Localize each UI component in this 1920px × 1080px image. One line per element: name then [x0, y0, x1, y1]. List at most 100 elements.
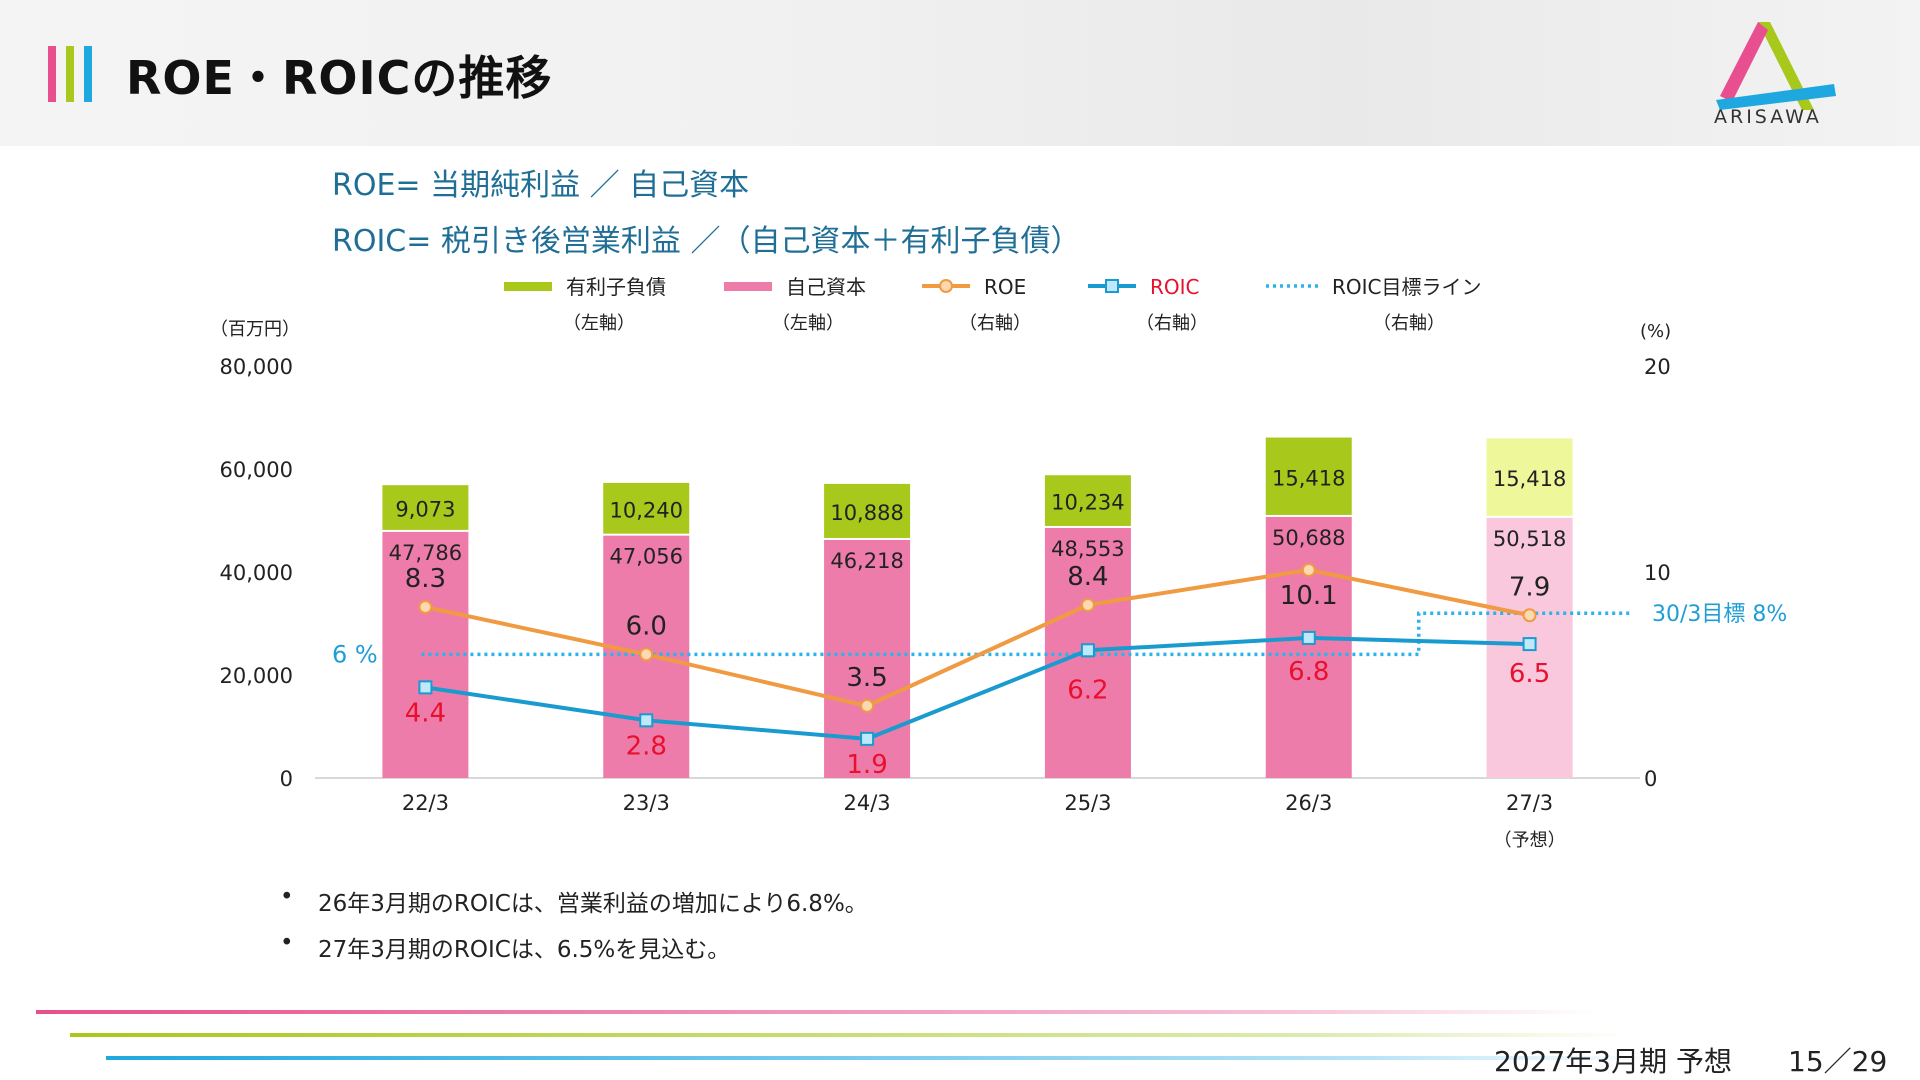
roe-data-label: 7.9: [1509, 572, 1550, 602]
roic-point: [1522, 637, 1537, 652]
roic-data-label: 6.5: [1509, 659, 1550, 689]
y-left-tick-label: 20,000: [220, 664, 293, 688]
x-tick-label: 27/3: [1506, 791, 1553, 815]
roe-point: [1080, 597, 1095, 612]
legend-label: ROIC目標ライン: [1332, 275, 1482, 299]
roic-data-label: 6.8: [1288, 657, 1329, 687]
x-tick-label: 26/3: [1285, 791, 1332, 815]
roe-point: [639, 647, 654, 662]
bullet-text: 27年3月期のROICは、6.5%を見込む。: [318, 937, 731, 963]
bullet-dot: •: [280, 884, 294, 910]
bullet-item: • 27年3月期のROICは、6.5%を見込む。: [280, 930, 868, 964]
roic-data-label: 6.2: [1067, 675, 1108, 705]
roe-data-label: 3.5: [846, 663, 887, 693]
x-tick-label: 22/3: [402, 791, 449, 815]
legend-axis-note: （右軸）: [1136, 313, 1208, 334]
debt-bar: [382, 485, 469, 530]
roic-line: [425, 635, 1530, 741]
debt-bar: [1044, 475, 1131, 526]
equity-bar-label: 48,553: [1051, 537, 1124, 561]
roe-point: [1522, 608, 1537, 623]
roic-point: [1080, 643, 1095, 658]
debt-bar-label: 10,888: [830, 501, 903, 525]
x-tick-label: 25/3: [1064, 791, 1111, 815]
debt-bar-label: 15,418: [1272, 466, 1345, 490]
equity-bar-label: 47,056: [610, 545, 683, 569]
roe-data-label: 8.3: [405, 564, 446, 594]
debt-bar: [824, 483, 911, 538]
debt-bar-label: 15,418: [1493, 467, 1566, 491]
footer-period: 2027年3月期 予想: [1494, 1045, 1732, 1078]
y-right-tick-label: 0: [1644, 767, 1657, 791]
target-label-left: 6 %: [332, 640, 378, 668]
roic-target-line: [421, 611, 1632, 657]
target-label-right: 30/3目標 8%: [1652, 602, 1787, 627]
bullet-text: 26年3月期のROICは、営業利益の増加により6.8%。: [318, 891, 868, 917]
roe-point: [418, 600, 433, 615]
debt-bar: [1265, 437, 1352, 515]
equity-bar: [382, 531, 469, 778]
y-right-tick-label: 20: [1644, 355, 1671, 379]
bullet-list: • 26年3月期のROICは、営業利益の増加により6.8%。 • 27年3月期の…: [280, 884, 868, 976]
y-left-tick-label: 80,000: [220, 355, 293, 379]
legend-axis-note: （左軸）: [563, 313, 635, 334]
legend-label: 有利子負債: [566, 275, 666, 299]
roic-point: [860, 731, 875, 746]
y-left-tick-label: 60,000: [220, 458, 293, 482]
legend-marker: [939, 279, 953, 293]
roic-point: [1301, 630, 1316, 645]
roic-point: [639, 713, 654, 728]
debt-bar-label: 10,240: [610, 498, 683, 522]
y-right-unit: (%): [1640, 321, 1671, 342]
legend-label: 自己資本: [786, 275, 866, 299]
page-title: ROE・ROICの推移: [126, 51, 553, 105]
roe-data-label: 10.1: [1280, 581, 1338, 611]
roe-point: [1301, 562, 1316, 577]
roe-data-label: 8.4: [1067, 562, 1108, 592]
y-left-tick-label: 40,000: [220, 561, 293, 585]
legend-marker: [1105, 279, 1119, 293]
legend-axis-note: （右軸）: [959, 313, 1031, 334]
debt-bar: [603, 482, 690, 534]
bullet-item: • 26年3月期のROICは、営業利益の増加により6.8%。: [280, 884, 868, 918]
legend-swatch: [504, 282, 552, 291]
arisawa-logo-icon: [1716, 22, 1836, 110]
footer-line-pink: [36, 1010, 1596, 1014]
y-left-unit: （百万円）: [210, 319, 300, 340]
footer-line-blue: [106, 1056, 1666, 1060]
page-number: 15／29: [1788, 1045, 1888, 1078]
debt-bar-label: 10,234: [1051, 491, 1124, 515]
equity-bar: [1265, 516, 1352, 778]
debt-bar-label: 9,073: [395, 498, 455, 522]
roe-roic-chart: 0 20,000 40,000 60,000 80,000 （百万円） 0 10 20 (%) 47…: [210, 275, 1787, 851]
roe-line: [424, 567, 1530, 709]
legend-label: ROE: [984, 275, 1026, 299]
legend-swatch: [724, 282, 772, 291]
roe-point: [860, 698, 875, 713]
title-accent-bars: [48, 46, 94, 102]
equity-bar-label: 50,518: [1493, 527, 1566, 551]
roic-point: [418, 680, 433, 695]
y-left-tick-label: 0: [280, 767, 293, 791]
roic-data-label: 1.9: [846, 750, 887, 780]
legend-label: ROIC: [1150, 275, 1200, 299]
roe-formula: ROE= 当期純利益 ／ 自己資本: [332, 168, 750, 203]
roic-formula: ROIC= 税引き後営業利益 ／（自己資本＋有利子負債）: [332, 224, 1081, 259]
roe-data-label: 6.0: [626, 611, 667, 641]
roic-data-label: 4.4: [405, 698, 446, 728]
legend-axis-note: （右軸）: [1373, 313, 1445, 334]
equity-bar-label: 47,786: [389, 541, 462, 565]
equity-bar-label: 50,688: [1272, 526, 1345, 550]
x-tick-label: 24/3: [843, 791, 890, 815]
x-tick-label: 23/3: [623, 791, 670, 815]
bullet-dot: •: [280, 930, 294, 956]
equity-bar-label: 46,218: [830, 549, 903, 573]
legend-axis-note: （左軸）: [772, 313, 844, 334]
footer-line-green: [70, 1033, 1630, 1037]
header-band: ROE・ROICの推移 ARISAWA: [0, 0, 1920, 146]
roic-data-label: 2.8: [626, 731, 667, 761]
debt-bar: [1486, 438, 1573, 516]
forecast-note: （予想）: [1494, 830, 1566, 851]
logo-text: ARISAWA: [1714, 106, 1822, 128]
y-right-tick-label: 10: [1644, 561, 1671, 585]
